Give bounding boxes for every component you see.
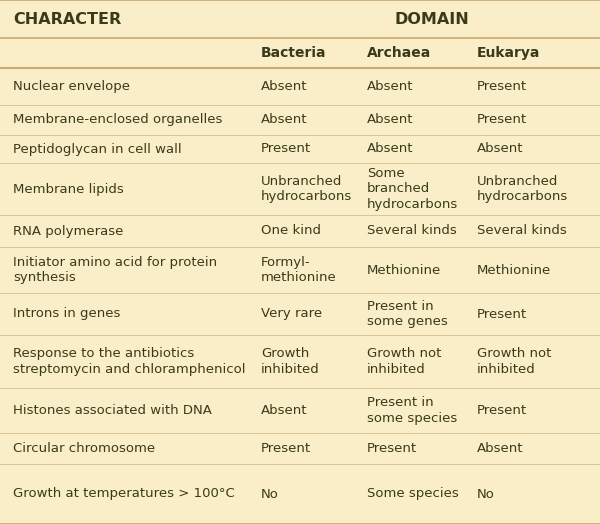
- Text: DOMAIN: DOMAIN: [395, 12, 469, 27]
- Text: Several kinds: Several kinds: [367, 224, 457, 237]
- Text: Absent: Absent: [367, 143, 414, 156]
- Text: CHARACTER: CHARACTER: [13, 12, 121, 27]
- Text: Unbranched
hydrocarbons: Unbranched hydrocarbons: [477, 174, 568, 203]
- Text: Present in
some genes: Present in some genes: [367, 300, 448, 328]
- Text: Nuclear envelope: Nuclear envelope: [13, 80, 130, 93]
- Text: Absent: Absent: [261, 404, 308, 417]
- Text: Absent: Absent: [261, 80, 308, 93]
- Text: Several kinds: Several kinds: [477, 224, 567, 237]
- Text: No: No: [261, 487, 279, 500]
- Text: Bacteria: Bacteria: [261, 46, 326, 60]
- Text: Methionine: Methionine: [477, 264, 551, 277]
- Text: Absent: Absent: [367, 114, 414, 126]
- Text: Some
branched
hydrocarbons: Some branched hydrocarbons: [367, 167, 458, 211]
- Text: Initiator amino acid for protein
synthesis: Initiator amino acid for protein synthes…: [13, 256, 217, 284]
- Text: Membrane-enclosed organelles: Membrane-enclosed organelles: [13, 114, 223, 126]
- Text: Absent: Absent: [261, 114, 308, 126]
- Text: Absent: Absent: [477, 143, 523, 156]
- Text: Present: Present: [261, 143, 311, 156]
- Text: No: No: [477, 487, 495, 500]
- Text: Histones associated with DNA: Histones associated with DNA: [13, 404, 212, 417]
- Text: Present: Present: [477, 404, 527, 417]
- Text: Methionine: Methionine: [367, 264, 442, 277]
- Text: Present in
some species: Present in some species: [367, 396, 457, 425]
- Text: Growth at temperatures > 100°C: Growth at temperatures > 100°C: [13, 487, 235, 500]
- Text: Circular chromosome: Circular chromosome: [13, 442, 155, 455]
- Text: Eukarya: Eukarya: [477, 46, 541, 60]
- Text: Growth
inhibited: Growth inhibited: [261, 347, 320, 376]
- Text: Peptidoglycan in cell wall: Peptidoglycan in cell wall: [13, 143, 182, 156]
- Text: Present: Present: [477, 114, 527, 126]
- Text: Archaea: Archaea: [367, 46, 431, 60]
- Text: Present: Present: [477, 308, 527, 321]
- Text: Very rare: Very rare: [261, 308, 322, 321]
- Text: Some species: Some species: [367, 487, 459, 500]
- Text: Introns in genes: Introns in genes: [13, 308, 121, 321]
- Text: Present: Present: [477, 80, 527, 93]
- Text: Present: Present: [367, 442, 418, 455]
- Text: One kind: One kind: [261, 224, 321, 237]
- Text: Absent: Absent: [367, 80, 414, 93]
- Text: Membrane lipids: Membrane lipids: [13, 182, 124, 195]
- Text: Unbranched
hydrocarbons: Unbranched hydrocarbons: [261, 174, 352, 203]
- Text: RNA polymerase: RNA polymerase: [13, 224, 124, 237]
- Text: Absent: Absent: [477, 442, 523, 455]
- Text: Growth not
inhibited: Growth not inhibited: [367, 347, 442, 376]
- Text: Growth not
inhibited: Growth not inhibited: [477, 347, 551, 376]
- Text: Response to the antibiotics
streptomycin and chloramphenicol: Response to the antibiotics streptomycin…: [13, 347, 246, 376]
- Text: Present: Present: [261, 442, 311, 455]
- Text: Formyl-
methionine: Formyl- methionine: [261, 256, 337, 284]
